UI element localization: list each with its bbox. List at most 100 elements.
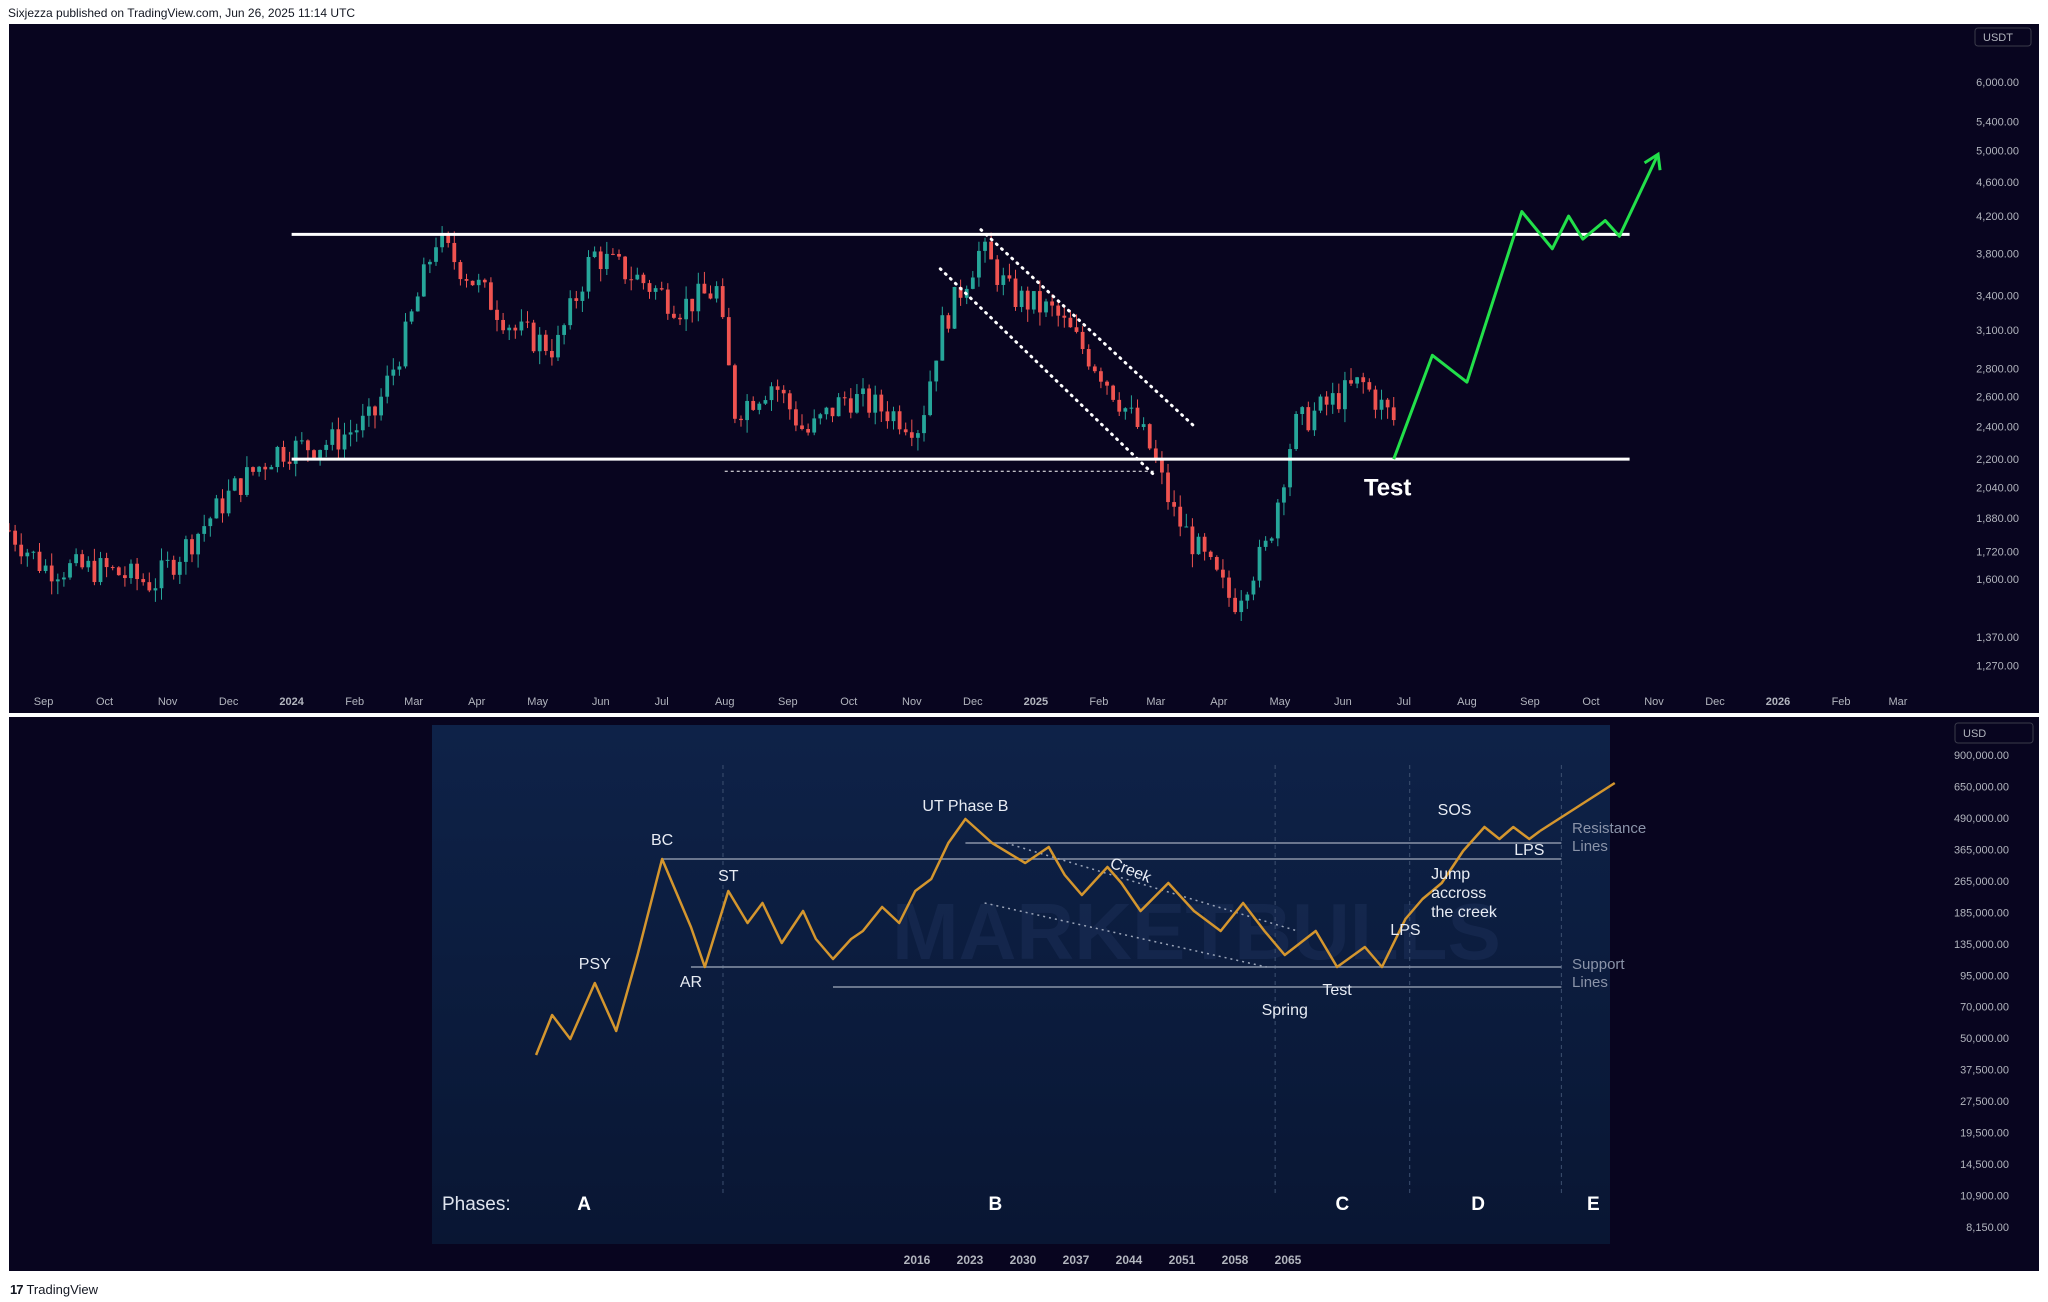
candle: [1306, 401, 1311, 432]
candle-body: [867, 388, 872, 413]
candle: [1178, 495, 1183, 537]
publish-header: Sixjezza published on TradingView.com, J…: [0, 0, 2048, 24]
candle-body: [25, 552, 30, 557]
creek-lower-line: [984, 902, 1267, 968]
currency-badge[interactable]: [1974, 27, 2032, 47]
label-jump-line1: Jump: [1431, 866, 1470, 883]
candle: [434, 237, 438, 266]
phase-d: D: [1471, 1194, 1485, 1215]
candle: [1355, 376, 1360, 389]
candle-body: [464, 279, 469, 281]
price-tick-label: 8,150.00: [1966, 1222, 2009, 1234]
candle-body: [190, 539, 194, 555]
phase-b: B: [988, 1194, 1002, 1215]
candle: [696, 272, 701, 322]
candle: [714, 281, 719, 303]
candle: [489, 277, 493, 311]
candle-body: [1355, 377, 1360, 384]
candle-body: [690, 298, 695, 312]
candle: [1288, 443, 1292, 497]
candle: [1013, 269, 1018, 311]
candle: [763, 395, 768, 406]
price-tick-label: 900,000.00: [1954, 750, 2009, 762]
candle: [476, 273, 481, 293]
candle: [726, 307, 731, 366]
schematic-background: [432, 725, 1610, 1244]
candle-body: [330, 429, 335, 445]
price-tick-label: 1,720.00: [1976, 547, 2019, 559]
candle-body: [110, 567, 115, 569]
price-tick-label: 1,600.00: [1976, 574, 2019, 586]
time-tick-label: Feb: [1089, 696, 1108, 708]
candle-body: [238, 478, 243, 495]
candle-body: [1001, 275, 1006, 285]
candle: [879, 389, 884, 423]
price-tick-label: 10,900.00: [1960, 1191, 2009, 1203]
candle-body: [1343, 380, 1347, 410]
candle: [55, 573, 60, 595]
price-chart-pane[interactable]: 6,000.00 5,400.00 5,000.00 4,600.00 4,200.00…: [9, 24, 2039, 713]
projection-arrowhead: [1643, 151, 1662, 171]
candle-body: [1038, 291, 1042, 313]
candle-body: [49, 565, 54, 582]
candle: [1269, 536, 1274, 544]
candle-body: [208, 518, 213, 527]
candle: [458, 259, 463, 286]
candle: [238, 478, 243, 503]
candle-body: [556, 334, 560, 358]
currency-badge[interactable]: [1954, 722, 2034, 744]
candle: [263, 462, 268, 480]
candle: [1263, 536, 1268, 551]
candle: [842, 391, 847, 406]
wyckoff-schematic-pane[interactable]: 900,000.00 650,000.00 490,000.00 365,000.00…: [9, 717, 2039, 1271]
candle-body: [623, 256, 628, 280]
price-tick-label: 135,000.00: [1954, 939, 2009, 951]
candle-body: [13, 530, 17, 545]
candle-body: [818, 414, 823, 419]
candle-body: [702, 283, 707, 294]
candle: [1166, 463, 1170, 510]
candle-body: [1245, 594, 1250, 601]
candle-body: [946, 315, 951, 329]
wyckoff-chart[interactable]: 900,000.00 650,000.00 490,000.00 365,000.00…: [9, 717, 2039, 1271]
candle: [1318, 394, 1323, 414]
price-tick-label: 1,880.00: [1976, 513, 2019, 525]
time-tick-label: Feb: [1832, 696, 1851, 708]
candle-body: [812, 418, 817, 433]
candle: [617, 249, 621, 260]
candle: [928, 370, 933, 417]
candle-body: [885, 411, 890, 422]
time-tick-label: 2030: [1010, 1253, 1037, 1267]
candle-body: [659, 288, 664, 290]
candle: [580, 286, 585, 312]
candle: [1214, 555, 1219, 572]
candle-body: [86, 560, 91, 568]
price-chart[interactable]: 6,000.00 5,400.00 5,000.00 4,600.00 4,200.00…: [9, 24, 2039, 713]
candle-body: [525, 321, 530, 323]
candle: [116, 566, 121, 576]
candle: [891, 406, 896, 430]
candle-body: [1105, 381, 1109, 386]
time-tick-label: Aug: [715, 696, 735, 708]
candle: [916, 429, 920, 451]
candle-body: [720, 286, 725, 318]
time-tick-label: Jul: [1397, 696, 1411, 708]
tradingview-logo[interactable]: 17 TradingView: [10, 1282, 98, 1297]
candle: [153, 578, 158, 602]
price-tick-label: 3,800.00: [1976, 249, 2019, 261]
price-tick-label: 490,000.00: [1954, 813, 2009, 825]
candle-body: [31, 551, 36, 553]
candle-body: [1221, 569, 1225, 578]
candle: [1373, 385, 1378, 419]
candle-body: [836, 397, 841, 417]
candle: [867, 384, 872, 418]
candle-body: [1361, 377, 1366, 383]
time-tick-label: Feb: [345, 696, 364, 708]
candle-body: [1227, 577, 1231, 598]
candle-body: [989, 241, 994, 260]
candle-body: [1123, 408, 1128, 412]
candle-body: [275, 446, 280, 468]
candle-body: [312, 450, 316, 458]
candle: [1330, 382, 1335, 414]
candle: [598, 246, 603, 282]
